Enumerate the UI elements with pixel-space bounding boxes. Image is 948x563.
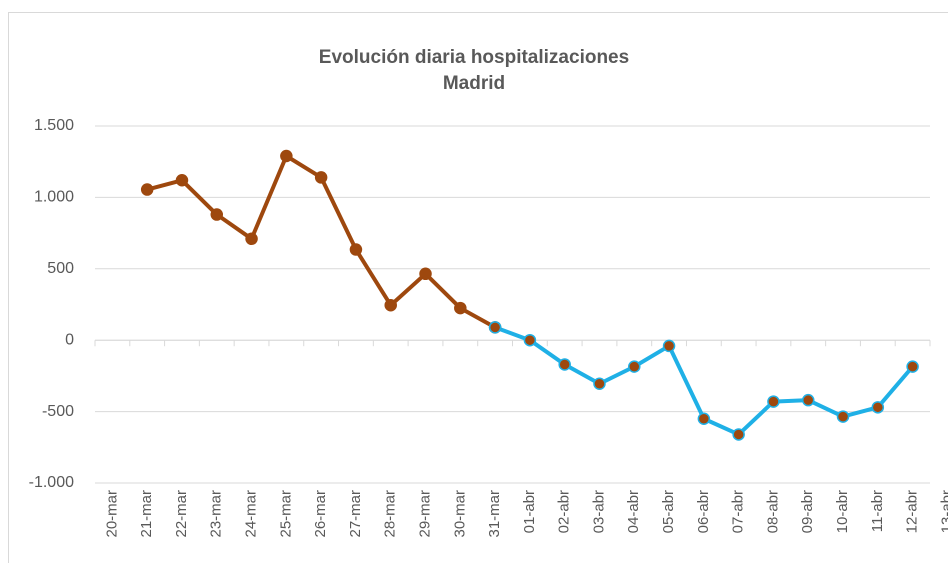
- x-tick-label: 25-mar: [277, 490, 294, 538]
- x-tick-label: 30-mar: [451, 490, 468, 538]
- marker: [488, 321, 502, 334]
- y-tick-label: 0: [65, 331, 74, 348]
- y-tick-label: -1.000: [29, 474, 74, 491]
- marker: [454, 301, 467, 315]
- x-tick-label: 10-abr: [834, 490, 851, 533]
- x-tick-label: 09-abr: [799, 490, 816, 533]
- x-tick-label: 03-abr: [590, 490, 607, 533]
- marker: [697, 412, 711, 425]
- x-tick-label: 29-mar: [416, 490, 433, 538]
- chart-title: Madrid: [443, 73, 505, 94]
- marker: [175, 174, 189, 187]
- x-tick-label: 13-abr: [938, 490, 948, 533]
- marker: [767, 395, 780, 408]
- marker: [906, 360, 919, 373]
- x-tick-label: 04-abr: [625, 490, 642, 533]
- x-tick-label: 11-abr: [869, 490, 886, 532]
- marker: [384, 298, 397, 312]
- marker: [558, 358, 571, 371]
- x-tick-label: 22-mar: [173, 490, 190, 538]
- marker: [593, 377, 606, 391]
- x-tick-label: 02-abr: [556, 490, 573, 533]
- x-tick-label: 05-abr: [660, 490, 677, 533]
- y-tick-label: 1.500: [34, 117, 74, 134]
- marker: [662, 339, 676, 353]
- chart-border: [8, 12, 948, 563]
- marker: [140, 183, 154, 196]
- marker: [314, 171, 328, 184]
- y-tick-label: 1.000: [34, 189, 74, 206]
- x-tick-label: 27-mar: [347, 490, 364, 538]
- marker: [523, 333, 537, 347]
- marker: [245, 232, 258, 246]
- x-tick-label: 23-mar: [208, 490, 225, 538]
- marker: [732, 428, 745, 441]
- marker: [628, 360, 641, 373]
- marker: [419, 267, 432, 281]
- x-tick-label: 21-mar: [138, 490, 155, 538]
- marker: [349, 243, 363, 256]
- y-tick-label: 500: [47, 260, 74, 277]
- x-tick-label: 06-abr: [695, 490, 712, 533]
- x-tick-label: 08-abr: [764, 490, 781, 533]
- marker: [280, 149, 293, 163]
- marker: [836, 410, 850, 423]
- x-tick-label: 20-mar: [103, 490, 120, 538]
- x-tick-label: 24-mar: [243, 490, 260, 538]
- marker: [210, 208, 224, 221]
- x-tick-label: 26-mar: [312, 490, 329, 538]
- marker: [801, 393, 815, 407]
- x-tick-label: 28-mar: [382, 490, 399, 538]
- x-tick-label: 31-mar: [486, 490, 503, 538]
- x-tick-label: 01-abr: [521, 490, 538, 533]
- chart-title: Evolución diaria hospitalizaciones: [319, 47, 629, 68]
- x-tick-label: 12-abr: [904, 490, 921, 533]
- y-tick-label: -500: [42, 403, 74, 420]
- marker: [871, 401, 885, 414]
- x-tick-label: 07-abr: [730, 490, 747, 533]
